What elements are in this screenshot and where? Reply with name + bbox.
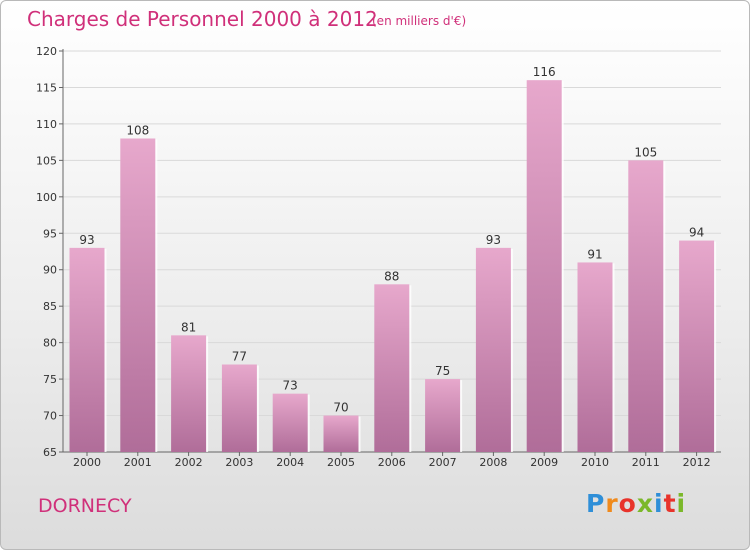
x-tick-label: 2008 [479,456,507,469]
x-tick-label: 2001 [124,456,152,469]
brand-letter: o [618,489,637,518]
bar [374,284,410,452]
data-label: 105 [634,145,657,159]
y-tick-label: 100 [36,191,57,204]
data-label: 88 [384,269,399,283]
bar [577,262,613,452]
data-label: 116 [533,65,556,79]
brand-letter: r [605,489,619,518]
bar [221,364,257,452]
data-label: 70 [333,401,348,415]
data-label: 93 [79,233,94,247]
y-tick-label: 105 [36,154,57,167]
data-label: 81 [181,320,196,334]
data-label: 93 [486,233,501,247]
y-tick-label: 85 [43,300,57,313]
x-tick-label: 2011 [632,456,660,469]
x-tick-label: 2000 [73,456,101,469]
y-tick-label: 115 [36,81,57,94]
bar [475,247,511,452]
data-label: 91 [587,247,602,261]
x-tick-label: 2006 [378,456,406,469]
brand-letter: x [636,489,654,518]
brand-letter: i [676,489,687,518]
brand-letter: t [663,489,677,518]
bar [323,415,359,452]
data-label: 75 [435,364,450,378]
data-label: 108 [126,123,149,137]
bar [171,335,207,452]
bar [69,247,105,452]
brand-letter: i [654,489,664,518]
y-tick-label: 65 [43,446,57,459]
y-tick-label: 95 [43,227,57,240]
x-tick-label: 2007 [429,456,457,469]
data-label: 73 [283,379,298,393]
x-tick-label: 2010 [581,456,609,469]
data-label: 77 [232,350,247,364]
brand-letter: P [586,489,606,518]
x-tick-label: 2003 [225,456,253,469]
x-tick-label: 2012 [683,456,711,469]
proxiti-logo: Proxiti [586,489,686,518]
x-tick-label: 2005 [327,456,355,469]
data-label: 94 [689,226,704,240]
location-label: DORNECY [38,495,132,517]
y-tick-label: 70 [43,410,57,423]
y-tick-label: 110 [36,118,57,131]
x-tick-label: 2002 [175,456,203,469]
y-tick-label: 80 [43,337,57,350]
chart-subtitle: (en milliers d'€) [372,14,467,28]
bar [272,393,308,452]
y-tick-label: 120 [36,45,57,58]
bar [679,240,715,452]
bar [526,80,562,452]
bar [120,138,156,452]
y-tick-label: 75 [43,373,57,386]
x-tick-label: 2009 [530,456,558,469]
y-tick-label: 90 [43,264,57,277]
chart-title: Charges de Personnel 2000 à 2012 [27,7,378,31]
bar [628,160,664,452]
x-tick-label: 2004 [276,456,304,469]
bar [425,379,461,452]
